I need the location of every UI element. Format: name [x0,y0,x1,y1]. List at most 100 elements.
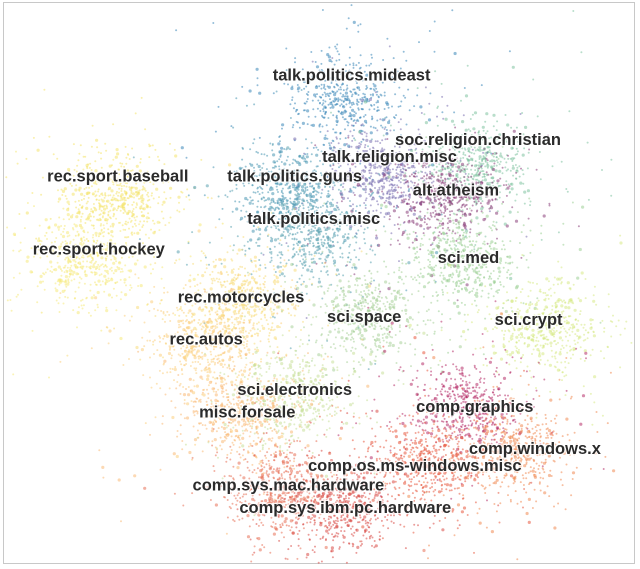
scatter-point [383,260,386,263]
scatter-point [369,261,372,264]
scatter-point [503,222,507,226]
scatter-point [299,260,302,263]
scatter-point [491,154,494,157]
scatter-point [496,289,499,292]
scatter-point [123,281,126,284]
scatter-point [51,231,54,234]
scatter-point [361,96,364,99]
scatter-point [337,100,340,103]
scatter-point [291,237,294,240]
scatter-point [249,196,252,199]
scatter-point [318,124,321,127]
scatter-point [529,229,532,232]
scatter-point [432,211,435,214]
scatter-point [365,197,368,200]
scatter-point [355,241,358,244]
scatter-point [454,126,457,129]
scatter-point [285,202,288,205]
scatter-point [291,99,294,101]
scatter-point [463,133,466,136]
scatter-point [128,158,131,160]
scatter-point [176,309,179,312]
scatter-point [359,162,362,165]
scatter-point [495,164,498,167]
scatter-point [391,195,395,199]
scatter-point [402,94,405,97]
scatter-point [293,198,296,201]
scatter-point [441,288,444,291]
scatter-point [243,244,246,247]
scatter-point [415,202,418,204]
scatter-point [235,207,239,211]
scatter-point [320,69,323,71]
scatter-point [312,108,315,111]
scatter-point [415,279,418,282]
scatter-point [80,226,84,230]
scatter-point [499,160,502,163]
scatter-point [325,202,328,205]
scatter-point [286,155,289,158]
scatter-point [55,237,58,239]
scatter-point [438,148,441,151]
scatter-point [475,304,478,307]
scatter-point [386,169,389,172]
scatter-point [422,166,424,169]
scatter-point [512,164,515,167]
scatter-point [362,169,365,171]
scatter-point [18,272,21,275]
scatter-point [327,117,330,119]
scatter-point [278,251,281,254]
scatter-point [405,123,408,126]
scatter-point [505,140,508,143]
scatter-point [217,105,220,108]
scatter-point [459,140,462,143]
scatter-point [477,222,480,225]
scatter-point [452,280,455,283]
scatter-point [360,102,363,105]
scatter-point [326,206,329,209]
scatter-point [331,228,334,231]
scatter-point [325,232,328,235]
scatter-point [360,98,364,102]
scatter-point [324,134,327,137]
scatter-point [279,154,282,157]
scatter-point [385,101,389,105]
scatter-point [483,173,486,176]
scatter-point [308,239,311,242]
scatter-point [311,270,314,273]
scatter-point [423,215,426,217]
scatter-point [384,205,388,209]
scatter-point [390,232,393,235]
scatter-point [322,110,325,113]
scatter-point [89,162,92,165]
scatter-point [404,172,407,175]
scatter-point [119,199,122,202]
scatter-point [141,226,144,228]
scatter-point [76,326,78,329]
scatter-point [436,107,439,109]
scatter-point [323,83,326,86]
scatter-point [460,206,463,209]
scatter-point [308,299,311,302]
scatter-point [191,231,194,234]
scatter-point [374,91,377,94]
scatter-point [237,268,240,270]
scatter-point [473,200,476,203]
scatter-point [374,140,377,143]
scatter-point [480,84,483,87]
scatter-point [285,159,288,162]
scatter-point [206,196,209,199]
scatter-point [164,314,167,317]
scatter-point [383,201,386,204]
scatter-point [293,314,296,317]
scatter-point [19,241,22,244]
scatter-point [420,112,423,114]
scatter-point [382,178,385,180]
scatter-point [131,195,134,198]
scatter-point [365,73,369,77]
scatter-point [232,126,235,129]
scatter-point [76,230,79,233]
scatter-point [86,231,89,234]
scatter-point [417,178,420,181]
scatter-point [413,247,416,250]
